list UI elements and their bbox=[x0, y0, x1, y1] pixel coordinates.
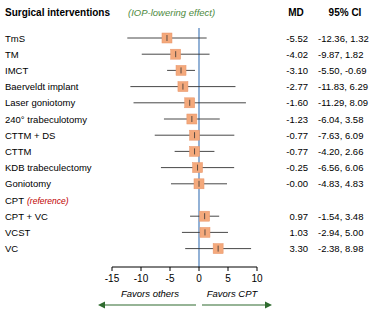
x-tick-label: 10 bbox=[251, 273, 263, 284]
md-label: -2.77 bbox=[286, 81, 308, 92]
ci-label: -11.83, 6.29 bbox=[318, 81, 368, 92]
category-label: CPT + VC bbox=[5, 211, 48, 222]
ci-label: -1.54, 3.48 bbox=[318, 211, 363, 222]
ci-label: -6.56, 6.06 bbox=[318, 162, 363, 173]
effect-center bbox=[199, 181, 200, 187]
effect-center bbox=[218, 246, 219, 252]
ci-label: -6.04, 3.58 bbox=[318, 114, 363, 125]
effect-center bbox=[194, 132, 195, 138]
x-tick bbox=[257, 267, 258, 271]
ci-label: -7.63, 6.09 bbox=[318, 130, 363, 141]
md-label: -0.77 bbox=[286, 146, 308, 157]
effect-square bbox=[176, 65, 186, 75]
x-tick-label: -10 bbox=[134, 273, 149, 284]
category-label: KDB trabeculectomy bbox=[5, 162, 92, 173]
category-label: VC bbox=[5, 243, 18, 254]
md-label: 0.97 bbox=[290, 211, 309, 222]
column-header: 95% CI bbox=[329, 7, 362, 18]
category-label: IMCT bbox=[5, 65, 28, 76]
effect-square bbox=[213, 244, 223, 254]
category-label: CTTM + DS bbox=[5, 130, 55, 141]
ci-label: -2.38, 8.98 bbox=[318, 243, 363, 254]
effect-center bbox=[194, 148, 195, 154]
category-label: 240° trabeculotomy bbox=[5, 114, 87, 125]
effect-center bbox=[182, 84, 183, 90]
md-label: 3.30 bbox=[290, 243, 309, 254]
ci-label: -12.36, 1.32 bbox=[318, 33, 369, 44]
ci-label: -11.29, 8.09 bbox=[318, 97, 368, 108]
x-axis bbox=[112, 267, 257, 268]
x-tick-label: 5 bbox=[225, 273, 231, 284]
category-label: Baerveldt implant bbox=[5, 81, 79, 92]
effect-square bbox=[190, 146, 200, 156]
effect-square bbox=[193, 163, 203, 173]
arrow bbox=[102, 304, 196, 305]
md-label: -3.10 bbox=[286, 65, 308, 76]
x-tick-label: 0 bbox=[196, 273, 202, 284]
effect-center bbox=[181, 67, 182, 73]
effect-center bbox=[204, 229, 205, 235]
x-tick bbox=[228, 267, 229, 271]
effect-square bbox=[185, 98, 195, 108]
arrowhead bbox=[98, 302, 105, 309]
md-label: -4.02 bbox=[286, 49, 308, 60]
category-label: TmS bbox=[5, 33, 25, 44]
category-label: Laser goniotomy bbox=[5, 97, 75, 108]
x-tick-label: -5 bbox=[166, 273, 175, 284]
ci-label: -5.50, -0.69 bbox=[318, 65, 367, 76]
column-header: MD bbox=[288, 7, 304, 18]
category-label: VCST bbox=[5, 227, 31, 238]
effect-center bbox=[166, 35, 167, 41]
x-tick bbox=[112, 267, 113, 271]
ci-label: -4.83, 4.83 bbox=[318, 178, 363, 189]
ci-label: -2.94, 5.00 bbox=[318, 227, 363, 238]
md-label: 1.03 bbox=[290, 227, 309, 238]
x-tick bbox=[170, 267, 171, 271]
effect-square bbox=[187, 114, 197, 124]
effect-center bbox=[175, 51, 176, 57]
arrowhead bbox=[265, 302, 272, 309]
category-label: CPT bbox=[5, 195, 24, 206]
category-label: CTTM bbox=[5, 146, 31, 157]
forest-plot: Surgical interventions (IOP-lowering effe… bbox=[0, 0, 377, 311]
effect-center bbox=[189, 100, 190, 106]
md-label: -1.23 bbox=[286, 114, 308, 125]
reference-label: (reference) bbox=[27, 196, 69, 206]
effect-square bbox=[171, 49, 181, 59]
effect-square bbox=[190, 130, 200, 140]
x-tick-label: -15 bbox=[105, 273, 120, 284]
x-tick bbox=[141, 267, 142, 271]
category-label: TM bbox=[5, 49, 19, 60]
marks bbox=[127, 33, 251, 254]
arrow bbox=[202, 304, 268, 305]
annotation: Favors others bbox=[121, 288, 179, 299]
effect-square bbox=[178, 82, 188, 92]
md-label: -1.60 bbox=[286, 97, 308, 108]
md-label: -5.52 bbox=[286, 33, 308, 44]
md-label: -0.77 bbox=[286, 130, 308, 141]
title: Surgical interventions bbox=[5, 7, 110, 18]
annotation: Favors CPT bbox=[207, 288, 259, 299]
ci-label: -4.20, 2.66 bbox=[318, 146, 363, 157]
md-label: -0.25 bbox=[286, 162, 308, 173]
effect-center bbox=[197, 165, 198, 171]
md-label: -0.00 bbox=[286, 178, 308, 189]
x-tick bbox=[199, 267, 200, 271]
effect-square bbox=[200, 211, 210, 221]
effect-center bbox=[204, 213, 205, 219]
effect-center bbox=[191, 116, 192, 122]
effect-square bbox=[162, 33, 172, 43]
category-label: Goniotomy bbox=[5, 178, 51, 189]
effect-square bbox=[194, 179, 204, 189]
ci-label: -9.87, 1.82 bbox=[318, 49, 363, 60]
subtitle: (IOP-lowering effect) bbox=[128, 7, 215, 18]
effect-square bbox=[200, 227, 210, 237]
